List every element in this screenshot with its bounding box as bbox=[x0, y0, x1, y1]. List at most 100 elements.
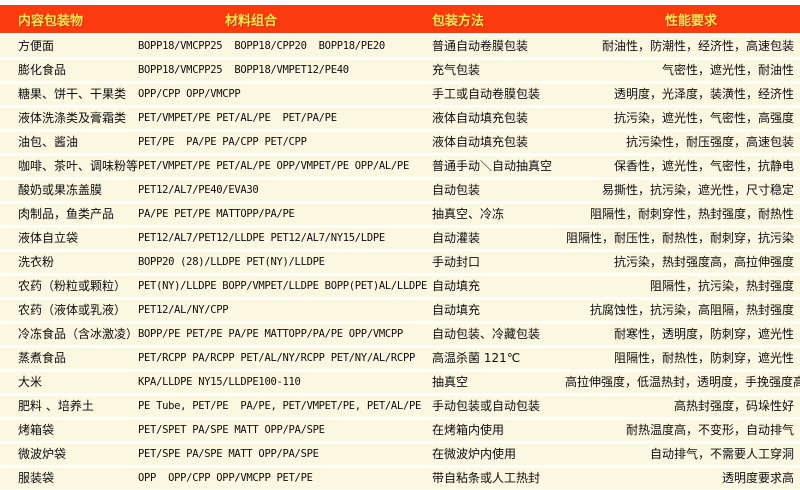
cell-method: 液体自动填充包装 bbox=[432, 111, 529, 125]
cell-item: 烤箱袋 bbox=[18, 423, 55, 437]
table-row: 洗衣粉 BOPP20 (28)/LLDPE PET(NY)/LLDPE 手动封口… bbox=[0, 249, 800, 273]
cell-materials: PET/RCPP PA/RCPP PET/AL/NY/RCPP PET/NY/A… bbox=[138, 352, 415, 364]
table-row: 膨化食品 BOPP18/VMCPP25 BOPP18/VMPET12/PE40 … bbox=[0, 57, 800, 81]
cell-item: 蒸煮食品 bbox=[18, 351, 67, 365]
cell-materials: PET12/AL7/PE40/EVA30 bbox=[138, 184, 259, 196]
cell-item: 方便面 bbox=[18, 39, 55, 53]
cell-item: 微波炉袋 bbox=[18, 447, 67, 461]
cell-item: 液体洗涤类及膏霜类 bbox=[18, 111, 127, 125]
cell-performance: 耐寒性，透明度，防刺穿，遮光性 bbox=[613, 327, 794, 341]
cell-performance: 抗污染，遮光性，气密性，高强度 bbox=[613, 111, 794, 125]
cell-method: 抽真空、冷冻 bbox=[432, 207, 505, 221]
cell-performance: 耐热温度高，不变形，自动排气 bbox=[625, 423, 794, 437]
table-row: 冷冻食品（含冰激凌） BOPP/PE PET/PE PA/PE MATTOPP/… bbox=[0, 321, 800, 345]
cell-item: 油包、酱油 bbox=[18, 135, 79, 149]
cell-materials: KPA/LLDPE NY15/LLDPE100-110 bbox=[138, 376, 301, 388]
cell-method: 在烤箱内使用 bbox=[432, 423, 505, 437]
cell-item: 服装袋 bbox=[18, 471, 55, 485]
cell-materials: BOPP18/VMCPP25 BOPP18/VMPET12/PE40 bbox=[138, 64, 349, 76]
cell-performance: 易撕性，抗污染，遮光性，尺寸稳定 bbox=[601, 183, 794, 197]
cell-item: 酸奶或果冻盖膜 bbox=[18, 183, 103, 197]
cell-method: 自动包装、冷藏包装 bbox=[432, 327, 541, 341]
table-row: 微波炉袋 PET/SPE PA/SPE MATT OPP/PA/SPE 在微波炉… bbox=[0, 441, 800, 465]
cell-materials: PA/PE PET/PE MATTOPP/PA/PE bbox=[138, 208, 295, 220]
cell-materials: PET/SPET PA/SPE MATT OPP/PA/SPE bbox=[138, 424, 325, 436]
cell-method: 在微波炉内使用 bbox=[432, 447, 517, 461]
cell-performance: 透明度要求高 bbox=[721, 471, 794, 485]
cell-performance: 高热封强度，码垛性好 bbox=[673, 399, 794, 413]
cell-method: 自动灌装 bbox=[432, 231, 481, 245]
cell-method: 手工或自动卷膜包装 bbox=[432, 87, 541, 101]
cell-performance: 抗腐蚀性，抗污染，高阻隔，热封强度 bbox=[589, 303, 794, 317]
cell-performance: 阻隔性，耐压性，耐热性，耐刺穿，抗污染 bbox=[565, 231, 794, 245]
cell-item: 肉制品，鱼类产品 bbox=[18, 207, 115, 221]
header-materials: 材料组合 bbox=[225, 13, 278, 29]
table-row: 农药（粉粒或颗粒） PET(NY)/LLDPE BOPP/VMPET/LLDPE… bbox=[0, 273, 800, 297]
cell-method: 液体自动填充包装 bbox=[432, 135, 529, 149]
table-row: 肥料 、培养土 PE Tube, PET/PE PA/PE, PET/VMPET… bbox=[0, 393, 800, 417]
cell-performance: 气密性，遮光性，耐油性 bbox=[661, 63, 794, 77]
table-header: 内容包装物 材料组合 包装方法 性能要求 bbox=[0, 5, 800, 33]
cell-materials: PET12/AL7/PET12/LLDPE PET12/AL7/NY15/LDP… bbox=[138, 232, 385, 244]
cell-item: 洗衣粉 bbox=[18, 255, 55, 269]
cell-method: 高温杀菌 121℃ bbox=[432, 351, 521, 365]
cell-materials: BOPP18/VMCPP25 BOPP18/CPP20 BOPP18/PE20 bbox=[138, 40, 385, 52]
cell-performance: 阻隔性，耐热性，防刺穿，遮光性 bbox=[613, 351, 794, 365]
cell-performance: 透明度，光泽度，装潢性，经济性 bbox=[613, 87, 794, 101]
cell-performance: 高拉伸强度，低温热封，透明度，手挽强度高 bbox=[565, 375, 800, 389]
header-method: 包装方法 bbox=[432, 13, 485, 29]
cell-materials: PE Tube, PET/PE PA/PE, PET/VMPET/PE, PET… bbox=[138, 400, 422, 412]
table-row: 烤箱袋 PET/SPET PA/SPE MATT OPP/PA/SPE 在烤箱内… bbox=[0, 417, 800, 441]
cell-performance: 耐油性，防潮性，经济性，高速包装 bbox=[601, 39, 794, 53]
cell-performance: 自动排气，不需要人工穿洞 bbox=[649, 447, 794, 461]
cell-performance: 抗污染，热封强度高，高拉伸强度 bbox=[613, 255, 794, 269]
cell-materials: OPP OPP/CPP OPP/VMCPP PET/PE bbox=[138, 472, 313, 484]
table-row: 液体自立袋 PET12/AL7/PET12/LLDPE PET12/AL7/NY… bbox=[0, 225, 800, 249]
cell-materials: PET12/AL/NY/CPP bbox=[138, 304, 229, 316]
cell-method: 手动封口 bbox=[432, 255, 481, 269]
cell-item: 膨化食品 bbox=[18, 63, 67, 77]
cell-method: 自动填充 bbox=[432, 279, 481, 293]
cell-item: 农药（粉粒或颗粒） bbox=[18, 279, 127, 293]
table-row: 服装袋 OPP OPP/CPP OPP/VMCPP PET/PE 带自粘条或人工… bbox=[0, 465, 800, 489]
table-row: 大米 KPA/LLDPE NY15/LLDPE100-110 抽真空 高拉伸强度… bbox=[0, 369, 800, 393]
table-row: 蒸煮食品 PET/RCPP PA/RCPP PET/AL/NY/RCPP PET… bbox=[0, 345, 800, 369]
cell-method: 自动包装 bbox=[432, 183, 481, 197]
cell-item: 农药（液体或乳液） bbox=[18, 303, 127, 317]
cell-materials: OPP/CPP OPP/VMCPP bbox=[138, 88, 241, 100]
cell-materials: PET(NY)/LLDPE BOPP/VMPET/LLDPE BOPP(PET)… bbox=[138, 280, 428, 292]
header-performance: 性能要求 bbox=[665, 13, 718, 29]
table-row: 咖啡、茶叶、调味粉等 PET/VMPET/PE PET/AL/PE OPP/VM… bbox=[0, 153, 800, 177]
cell-item: 肥料 、培养土 bbox=[18, 399, 94, 413]
cell-method: 普通手动＼自动抽真空 bbox=[432, 159, 553, 173]
cell-materials: PET/SPE PA/SPE MATT OPP/PA/SPE bbox=[138, 448, 319, 460]
cell-method: 抽真空 bbox=[432, 375, 469, 389]
cell-performance: 阻隔性，耐刺穿性，热封强度，耐热性 bbox=[589, 207, 794, 221]
cell-method: 手动包装或自动包装 bbox=[432, 399, 541, 413]
table-row: 糖果、饼干、干果类 OPP/CPP OPP/VMCPP 手工或自动卷膜包装 透明… bbox=[0, 81, 800, 105]
cell-materials: PET/PE PA/PE PA/CPP PET/CPP bbox=[138, 136, 307, 148]
table-row: 肉制品，鱼类产品 PA/PE PET/PE MATTOPP/PA/PE 抽真空、… bbox=[0, 201, 800, 225]
cell-materials: BOPP/PE PET/PE PA/PE MATTOPP/PA/PE OPP/V… bbox=[138, 328, 403, 340]
table-row: 油包、酱油 PET/PE PA/PE PA/CPP PET/CPP 液体自动填充… bbox=[0, 129, 800, 153]
table-row: 农药（液体或乳液） PET12/AL/NY/CPP 自动填充 抗腐蚀性，抗污染，… bbox=[0, 297, 800, 321]
cell-performance: 保香性，遮光性，气密性，抗静电 bbox=[613, 159, 794, 173]
cell-method: 普通自动卷膜包装 bbox=[432, 39, 529, 53]
cell-materials: PET/VMPET/PE PET/AL/PE OPP/VMPET/PE OPP/… bbox=[138, 160, 409, 172]
cell-method: 带自粘条或人工热封 bbox=[432, 471, 541, 485]
table-body: 方便面 BOPP18/VMCPP25 BOPP18/CPP20 BOPP18/P… bbox=[0, 33, 800, 489]
cell-materials: PET/VMPET/PE PET/AL/PE PET/PA/PE bbox=[138, 112, 337, 124]
header-content-item: 内容包装物 bbox=[18, 13, 84, 29]
cell-performance: 抗污染性，耐压强度，高速包装 bbox=[625, 135, 794, 149]
cell-materials: BOPP20 (28)/LLDPE PET(NY)/LLDPE bbox=[138, 256, 325, 268]
cell-item: 大米 bbox=[18, 375, 43, 389]
cell-method: 自动填充 bbox=[432, 303, 481, 317]
table-row: 液体洗涤类及膏霜类 PET/VMPET/PE PET/AL/PE PET/PA/… bbox=[0, 105, 800, 129]
cell-performance: 阻隔性，抗污染，热封强度 bbox=[649, 279, 794, 293]
cell-item: 糖果、饼干、干果类 bbox=[18, 87, 127, 101]
cell-item: 咖啡、茶叶、调味粉等 bbox=[18, 159, 139, 173]
table-row: 方便面 BOPP18/VMCPP25 BOPP18/CPP20 BOPP18/P… bbox=[0, 33, 800, 57]
cell-item: 冷冻食品（含冰激凌） bbox=[18, 327, 139, 341]
table-row: 酸奶或果冻盖膜 PET12/AL7/PE40/EVA30 自动包装 易撕性，抗污… bbox=[0, 177, 800, 201]
